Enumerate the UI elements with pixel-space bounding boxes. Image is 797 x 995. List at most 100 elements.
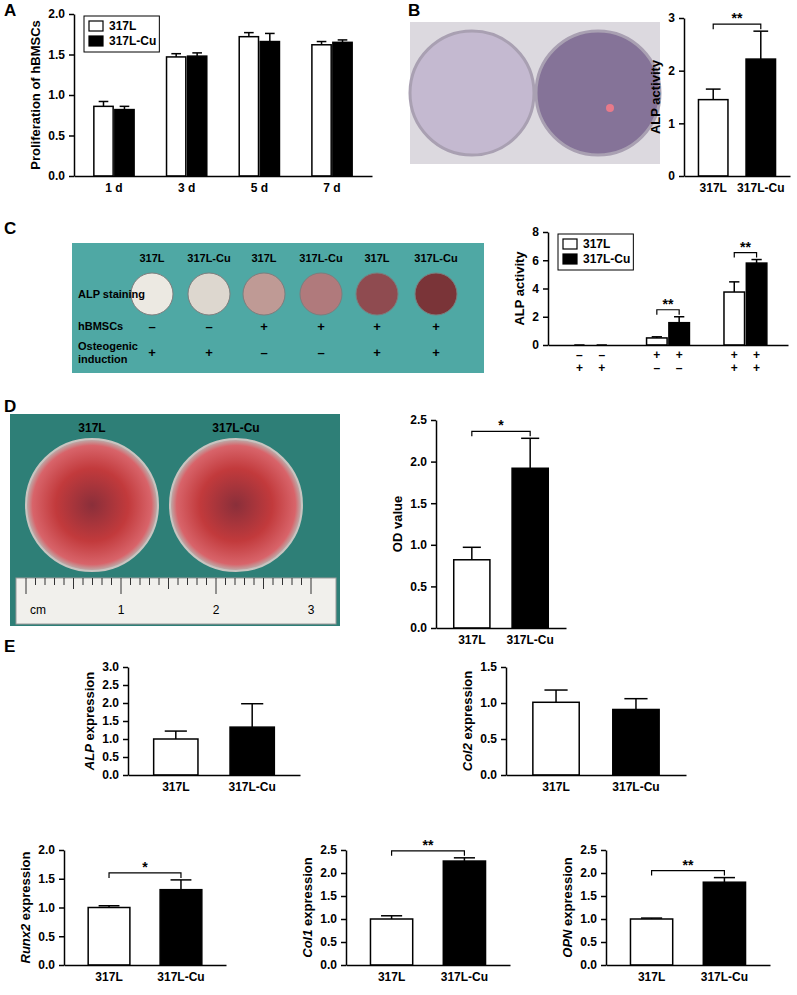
y-tick-mark <box>69 176 74 178</box>
x-tick-label: 317L <box>700 181 727 195</box>
legend-swatch <box>89 21 103 31</box>
y-axis-title: ALP activity <box>648 59 663 134</box>
x-tick-label: + <box>731 361 738 375</box>
y-tick-label: 0.5 <box>102 750 119 764</box>
disk <box>415 273 457 315</box>
photo-b <box>410 22 660 164</box>
chart: 0.00.51.01.52.02.53.0317L317L-CuALP expr… <box>82 660 301 793</box>
error-bar <box>171 880 192 890</box>
y-tick: 0.5 <box>320 935 346 949</box>
photo-bg <box>10 414 340 626</box>
error-cap <box>171 879 192 881</box>
x-tick-label: + <box>753 348 760 362</box>
bar <box>724 292 745 345</box>
y-tick-mark <box>69 95 74 97</box>
y-tick-label: 1.0 <box>320 912 337 926</box>
x-tick-label: 317L-Cu <box>701 970 748 984</box>
x-axis: 317L317L-Cu <box>685 176 791 195</box>
error-cap <box>171 53 181 55</box>
disk <box>300 273 342 315</box>
ruler-tick <box>225 578 226 585</box>
y-tick: 2.5 <box>102 678 128 692</box>
x-tick-label: – <box>576 348 583 362</box>
ruler-tick <box>73 578 74 589</box>
legend-swatch <box>563 239 577 249</box>
y-tick-mark <box>543 260 548 262</box>
y-tick-label: 1.5 <box>102 714 119 728</box>
x-tick-label: 317L-Cu <box>507 633 554 647</box>
y-tick: 0 <box>668 169 684 183</box>
x-axis: 317L317L-Cu <box>65 965 227 984</box>
error-cap <box>120 106 130 108</box>
chart: 0.00.51.01.5317L317L-CuCol2 expression <box>460 660 687 793</box>
x-tick: 317L <box>638 965 665 984</box>
bar <box>239 37 258 176</box>
y-tick: 1 <box>668 117 684 131</box>
y-tick-mark <box>431 420 436 422</box>
bar <box>698 100 727 176</box>
y-tick-label: 2.0 <box>102 696 119 710</box>
x-tick: 317L <box>700 176 727 195</box>
column-label: 317L-Cu <box>414 252 457 264</box>
error-bar <box>99 906 120 908</box>
y-tick: 0.0 <box>102 768 128 782</box>
y-tick-label: 0.5 <box>480 732 497 746</box>
y-axis-line <box>506 668 508 776</box>
ruler-tick <box>130 578 131 585</box>
y-tick: 1.0 <box>580 912 606 926</box>
x-tick: 1 d <box>105 176 122 195</box>
error-bar <box>674 317 684 323</box>
y-tick: 2.0 <box>410 455 436 469</box>
x-tick: 317L-Cu <box>157 965 204 984</box>
y-tick: 1.5 <box>580 889 606 903</box>
y-tick-label: 0.0 <box>38 958 55 972</box>
y-tick-mark <box>341 965 346 967</box>
ruler-tick <box>54 578 55 585</box>
y-tick-label: 1.0 <box>410 538 427 552</box>
error-cap <box>454 857 475 859</box>
y-axis: 0.00.51.01.5 <box>480 660 506 782</box>
y-tick-mark <box>431 461 436 463</box>
bar <box>647 338 668 345</box>
y-tick: 1.5 <box>102 714 128 728</box>
panel-label: D <box>4 397 16 416</box>
bar <box>160 890 202 965</box>
y-tick-label: 1.5 <box>580 889 597 903</box>
x-axis-line <box>507 775 687 777</box>
y-tick: 2.0 <box>38 843 64 857</box>
column-label: 317L <box>251 252 276 264</box>
ruler-tick <box>187 578 188 585</box>
x-tick: 317L <box>378 965 405 984</box>
bar <box>454 560 490 628</box>
x-axis-line <box>685 176 791 178</box>
y-tick-label: 1.0 <box>580 912 597 926</box>
y-axis-title: OPN expression <box>560 857 575 957</box>
bar <box>94 106 113 176</box>
x-tick-label: 317L-Cu <box>229 780 276 794</box>
sign: – <box>148 319 155 334</box>
error-whisker <box>635 699 637 710</box>
sign: + <box>260 319 268 334</box>
error-cap <box>192 52 202 54</box>
y-tick-mark <box>341 919 346 921</box>
y-tick: 1.5 <box>410 497 436 511</box>
ruler-tick <box>149 578 150 585</box>
chart: 0.00.51.01.52.02.5317L317L-CuOD value* <box>390 413 567 646</box>
x-axis-line <box>347 965 511 967</box>
photo-d: 317L317L-Cucm123 <box>10 414 340 626</box>
significance-label: ** <box>423 837 434 853</box>
significance: * <box>472 417 530 436</box>
legend-frame <box>84 16 159 52</box>
y-tick-label: 0.5 <box>580 935 597 949</box>
x-tick-label: + <box>731 348 738 362</box>
error-cap <box>463 547 481 549</box>
error-bar <box>317 42 327 45</box>
error-whisker <box>529 438 531 468</box>
plot-marks <box>454 438 549 628</box>
y-tick-mark <box>601 896 606 898</box>
x-tick-label: + <box>653 348 660 362</box>
y-tick: 1.5 <box>48 48 74 62</box>
y-tick-mark <box>543 345 548 347</box>
y-axis-line <box>436 421 438 629</box>
sign: + <box>148 345 156 360</box>
